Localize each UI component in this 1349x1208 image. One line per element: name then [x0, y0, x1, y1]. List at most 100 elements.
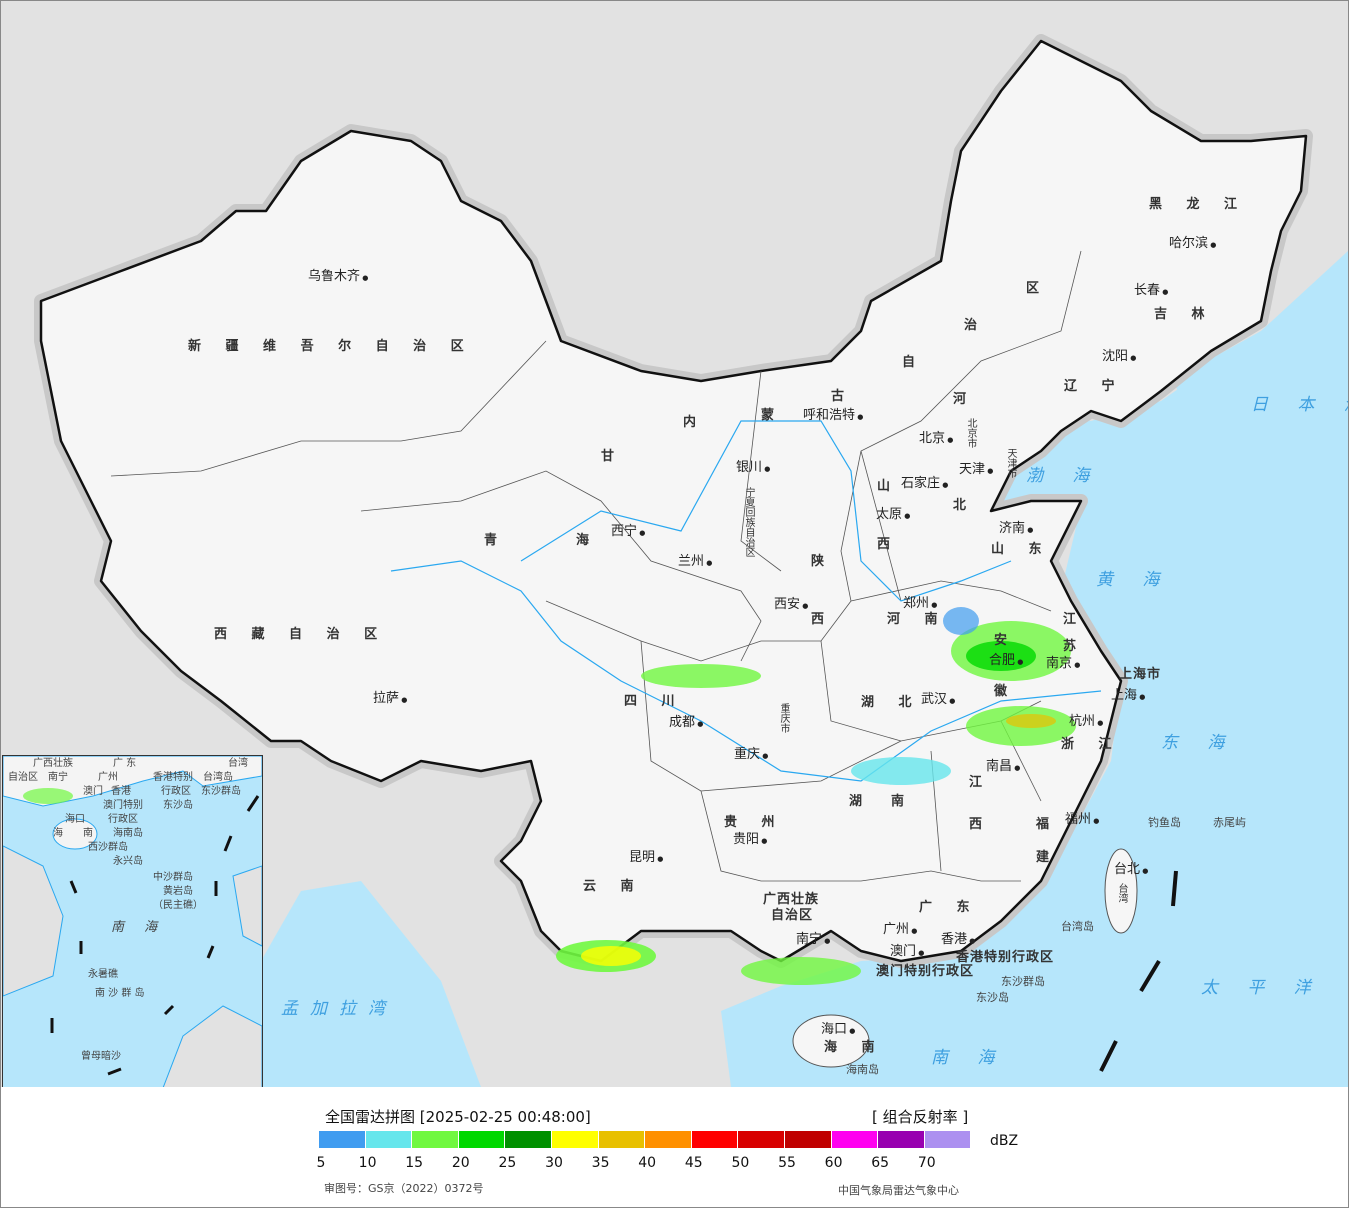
- approval-number: 审图号：GS京（2022）0372号: [324, 1182, 484, 1195]
- city-dot-icon: ●: [1140, 867, 1149, 875]
- color-swatch: [645, 1131, 692, 1148]
- city-dot-icon: ●: [847, 1027, 856, 1035]
- province-label: 青 海: [484, 533, 600, 548]
- inset-label: 黄岩岛: [163, 886, 193, 897]
- sea-label: 南 海: [931, 1048, 1007, 1068]
- color-swatch: [505, 1131, 552, 1148]
- color-swatch: [784, 1131, 832, 1148]
- city-dot-icon: ●: [909, 927, 918, 935]
- city-dot-icon: ●: [695, 720, 704, 728]
- tick-label: 5: [316, 1155, 326, 1171]
- tick-label: 30: [545, 1155, 563, 1171]
- province-label: 台湾: [1116, 883, 1127, 903]
- city-label-text: 南昌: [986, 759, 1013, 774]
- city-label: 哈尔滨 ●: [1169, 237, 1216, 252]
- city-label-text: 郑州: [903, 596, 930, 611]
- province-label: 西 藏 自 治 区: [214, 627, 388, 642]
- city-dot-icon: ●: [360, 274, 369, 282]
- inset-label: 广 东: [113, 758, 137, 769]
- province-label: 古: [831, 389, 855, 404]
- city-label: 石家庄 ●: [901, 477, 948, 492]
- sea-label: 东 海: [1161, 733, 1237, 753]
- inset-label: （民主礁）: [153, 900, 203, 911]
- inset-label: 自治区: [8, 772, 38, 783]
- province-label: 天津市: [1005, 448, 1016, 478]
- city-label-text: 昆明: [629, 850, 656, 865]
- city-label: 昆明 ●: [629, 851, 663, 866]
- province-label: 治: [964, 318, 988, 333]
- province-label: 湖: [849, 794, 873, 809]
- province-label: 福: [1036, 817, 1060, 832]
- city-dot-icon: ●: [1208, 241, 1217, 249]
- province-label: 湖 北: [861, 695, 922, 710]
- province-label: 上海市: [1119, 667, 1162, 682]
- province-label: 苏: [1063, 639, 1087, 654]
- city-dot-icon: ●: [1015, 658, 1024, 666]
- city-label-text: 合肥: [989, 653, 1016, 668]
- city-label: 银川 ●: [736, 461, 770, 476]
- city-label-text: 哈尔滨: [1169, 236, 1209, 251]
- sea-areas: [231, 251, 1348, 1087]
- province-label: 西: [877, 537, 901, 552]
- city-dot-icon: ●: [655, 855, 664, 863]
- province-label: 徽: [994, 684, 1018, 699]
- city-label-text: 杭州: [1069, 714, 1096, 729]
- inset-label: 澳门: [83, 786, 103, 797]
- radar-map[interactable]: 新 疆 维 吾 尔 自 治 区西 藏 自 治 区青 海甘内蒙古自治区黑 龙 江吉…: [1, 1, 1348, 1087]
- city-label-text: 武汉: [921, 692, 948, 707]
- city-label: 天津 ●: [959, 463, 993, 478]
- nine-dash-line: [1099, 870, 1178, 1072]
- island-label: 海南岛: [846, 1063, 879, 1076]
- sea-label: 日 本 海: [1251, 395, 1348, 415]
- color-swatch: [319, 1131, 366, 1148]
- city-label: 兰州 ●: [678, 555, 712, 570]
- tick-label: 45: [684, 1155, 703, 1171]
- province-label: 陕: [811, 554, 835, 569]
- city-label: 福州 ●: [1065, 813, 1099, 828]
- city-dot-icon: ●: [1025, 526, 1034, 534]
- city-dot-icon: ●: [967, 937, 976, 945]
- city-dot-icon: ●: [940, 481, 949, 489]
- city-label: 海口 ●: [821, 1023, 855, 1038]
- sea-label: 太 平 洋: [1201, 978, 1323, 998]
- inset-label: 南 沙 群 岛: [95, 988, 145, 999]
- city-label: 太原 ●: [876, 508, 910, 523]
- province-label: 澳门特别行政区: [876, 964, 975, 979]
- city-label: 济南 ●: [999, 522, 1033, 537]
- south-china-sea-inset: 广西壮族 自治区广 东台湾 南宁 广州 澳门 香港 香港特别 行政区 澳门特别 行政区 台湾岛 东沙群…: [2, 755, 263, 1087]
- tick-label: 50: [731, 1155, 750, 1171]
- city-label-text: 北京: [919, 431, 946, 446]
- province-label: 河: [953, 392, 977, 407]
- province-label: 河 南: [887, 612, 948, 627]
- color-swatch: [738, 1131, 785, 1148]
- city-label-text: 西宁: [611, 524, 638, 539]
- inset-label: 行政区: [161, 786, 191, 797]
- tick-label: 25: [498, 1155, 517, 1171]
- island-label: 东沙岛: [976, 991, 1009, 1004]
- sea-label: 渤 海: [1026, 466, 1102, 486]
- inset-label: 广州: [98, 772, 118, 783]
- product-type: [ 组合反射率 ]: [872, 1108, 969, 1126]
- color-swatch: [551, 1131, 599, 1148]
- city-dot-icon: ●: [985, 467, 994, 475]
- city-label: 澳门 ●: [890, 945, 924, 960]
- city-dot-icon: ●: [800, 602, 809, 610]
- inset-svg: [3, 756, 262, 1087]
- province-boundaries: [110, 250, 1082, 882]
- tick-label: 65: [871, 1155, 890, 1171]
- city-label: 广州 ●: [883, 923, 917, 938]
- color-scale: [319, 1131, 972, 1148]
- inset-label: 南: [83, 828, 93, 839]
- province-label: 内: [683, 415, 707, 430]
- city-dot-icon: ●: [1137, 693, 1146, 701]
- city-label: 重庆 ●: [734, 748, 768, 763]
- inset-label: 台湾岛: [203, 772, 233, 783]
- city-label-text: 成都: [669, 715, 696, 730]
- province-label: 辽 宁: [1064, 379, 1125, 394]
- unit-label: dBZ: [990, 1133, 1019, 1149]
- tick-label: 60: [824, 1155, 843, 1171]
- city-label-text: 南京: [1046, 656, 1073, 671]
- city-label-text: 济南: [999, 521, 1026, 536]
- province-label: 西: [811, 612, 835, 627]
- tick-label: 55: [778, 1155, 796, 1171]
